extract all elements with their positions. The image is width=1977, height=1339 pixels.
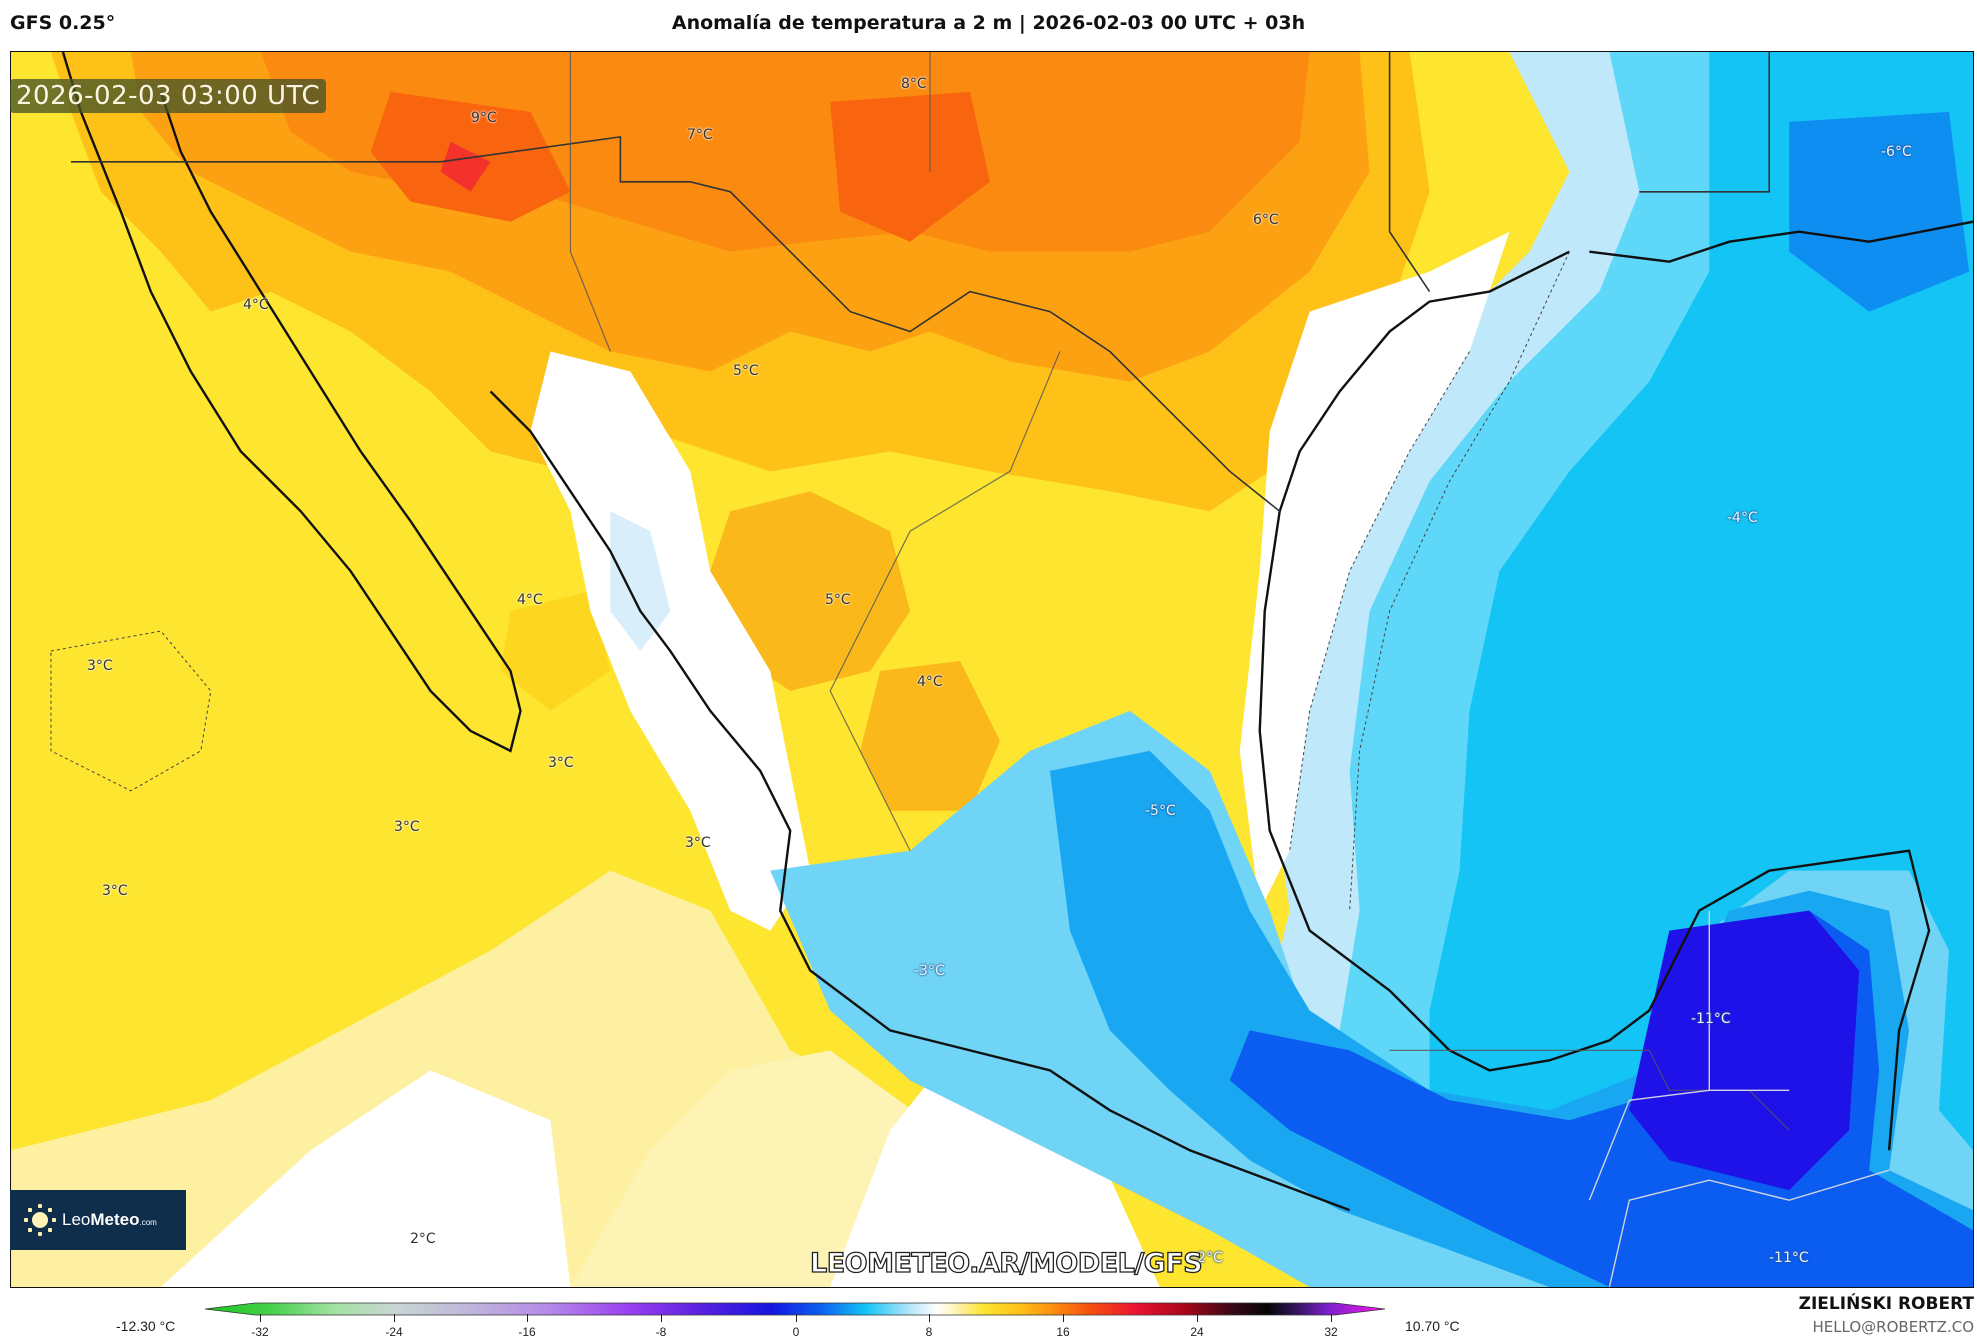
colorbar-tick-label: 0 bbox=[792, 1325, 800, 1339]
temperature-anomaly-field bbox=[11, 52, 1973, 1287]
contour-label: 3°C bbox=[102, 883, 128, 899]
colorbar-tick-label: -24 bbox=[385, 1325, 403, 1339]
contour-label: -4°C bbox=[1727, 510, 1758, 526]
colorbar-tickmark bbox=[394, 1314, 395, 1322]
colorbar-tickmark bbox=[1063, 1314, 1064, 1322]
colorbar-tick-label: -8 bbox=[655, 1325, 667, 1339]
valid-time-badge: 2026-02-03 03:00 UTC bbox=[10, 79, 327, 113]
contour-label: 3°C bbox=[685, 835, 711, 851]
colorbar-tickmark bbox=[1331, 1314, 1332, 1322]
contour-label: 8°C bbox=[901, 76, 927, 92]
contour-label: 5°C bbox=[733, 363, 759, 379]
colorbar-tick-label: 16 bbox=[1056, 1325, 1070, 1339]
contour-label: 3°C bbox=[548, 755, 574, 771]
chart-title: Anomalía de temperatura a 2 m | 2026-02-… bbox=[671, 12, 1306, 34]
contour-label: 4°C bbox=[243, 297, 269, 313]
colorbar-max-label: 10.70 °C bbox=[1405, 1318, 1460, 1334]
contour-label: 5°C bbox=[825, 592, 851, 608]
colorbar-tickmark bbox=[527, 1314, 528, 1322]
contour-label: 6°C bbox=[1253, 212, 1279, 228]
colorbar-tickmark bbox=[929, 1314, 930, 1322]
contour-label: -5°C bbox=[1145, 803, 1176, 819]
colorbar-tickmark bbox=[661, 1314, 662, 1322]
leometeo-logo[interactable]: LeoMeteo.com bbox=[10, 1190, 186, 1250]
model-label: GFS 0.25° bbox=[10, 12, 116, 34]
author-name: ZIELIŃSKI ROBERT bbox=[1798, 1294, 1974, 1314]
contour-label: -2°C bbox=[1192, 1250, 1223, 1266]
contour-label: -3°C bbox=[914, 963, 945, 979]
contour-label: 4°C bbox=[517, 592, 543, 608]
colorbar-min-label: -12.30 °C bbox=[116, 1318, 176, 1334]
contour-label: 4°C bbox=[917, 674, 943, 690]
colorbar-tick-label: 32 bbox=[1324, 1325, 1338, 1339]
logo-text: LeoMeteo.com bbox=[62, 1210, 157, 1229]
map-canvas: 9°C 8°C 7°C 6°C -6°C 4°C 5°C -4°C 4°C 5°… bbox=[10, 51, 1974, 1288]
contour-label: 9°C bbox=[471, 110, 497, 126]
colorbar-tick-label: 8 bbox=[925, 1325, 933, 1339]
author-email[interactable]: HELLO@ROBERTZ.CO bbox=[1812, 1318, 1974, 1336]
colorbar-tick-label: 24 bbox=[1190, 1325, 1204, 1339]
colorbar-tick-label: -16 bbox=[518, 1325, 536, 1339]
colorbar bbox=[205, 1302, 1385, 1316]
colorbar-tick-label: -32 bbox=[251, 1325, 269, 1339]
contour-label: 7°C bbox=[687, 127, 713, 143]
contour-label: -6°C bbox=[1881, 144, 1912, 160]
colorbar-tickmark bbox=[260, 1314, 261, 1322]
source-watermark: LEOMETEO.AR/MODEL/GFS bbox=[809, 1247, 1203, 1279]
contour-label: 3°C bbox=[394, 819, 420, 835]
contour-label: -11°C bbox=[1691, 1011, 1731, 1027]
contour-label: -11°C bbox=[1769, 1250, 1809, 1266]
colorbar-tickmark bbox=[1197, 1314, 1198, 1322]
contour-label: 2°C bbox=[410, 1231, 436, 1247]
sun-icon bbox=[24, 1204, 56, 1236]
contour-label: 3°C bbox=[87, 658, 113, 674]
colorbar-tickmark bbox=[796, 1314, 797, 1322]
